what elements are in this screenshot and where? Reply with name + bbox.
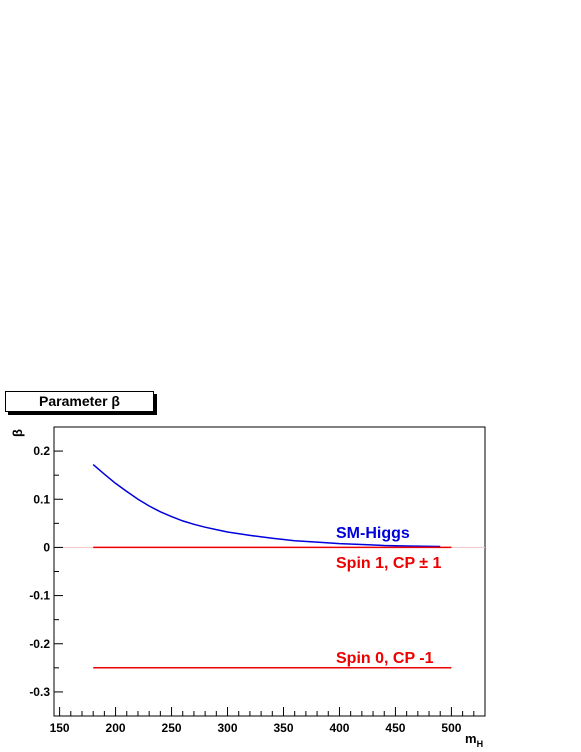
y-axis-title: β bbox=[10, 429, 25, 437]
x-tick-label: 200 bbox=[106, 721, 126, 735]
series-label-sm-higgs: SM-Higgs bbox=[336, 525, 410, 542]
x-axis-title: mH bbox=[465, 731, 483, 749]
x-tick-label: 150 bbox=[50, 721, 70, 735]
x-tick-label: 350 bbox=[273, 721, 293, 735]
x-axis-title-main: m bbox=[465, 731, 477, 746]
x-tick-label: 400 bbox=[329, 721, 349, 735]
x-tick-label: 500 bbox=[441, 721, 461, 735]
series-label-spin0: Spin 0, CP -1 bbox=[336, 650, 434, 667]
x-tick-label: 450 bbox=[385, 721, 405, 735]
y-tick-label: -0.2 bbox=[29, 637, 50, 651]
series-line-0 bbox=[92, 464, 441, 548]
y-tick-label: 0 bbox=[43, 540, 50, 554]
series-label-spin1: Spin 1, CP ± 1 bbox=[336, 555, 442, 572]
y-tick-label: 0.1 bbox=[33, 492, 50, 506]
x-tick-label: 300 bbox=[218, 721, 238, 735]
y-tick-label: -0.3 bbox=[29, 685, 50, 699]
chart-title: Parameter β bbox=[5, 391, 154, 412]
x-tick-label: 250 bbox=[162, 721, 182, 735]
y-tick-label: -0.1 bbox=[29, 589, 50, 603]
x-axis-title-sub: H bbox=[477, 739, 484, 749]
y-tick-label: 0.2 bbox=[33, 444, 50, 458]
